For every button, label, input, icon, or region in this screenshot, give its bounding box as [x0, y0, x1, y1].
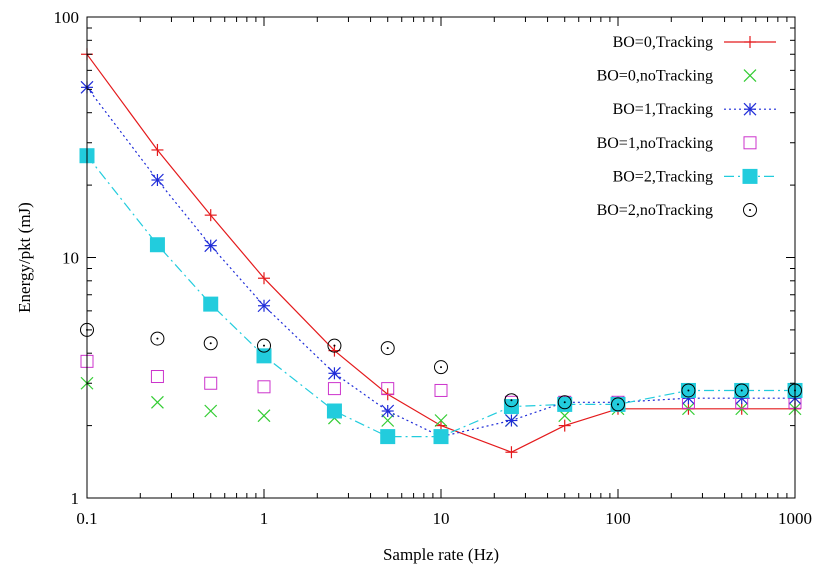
data-point — [504, 393, 519, 408]
data-point — [257, 409, 271, 423]
data-point — [381, 414, 395, 427]
data-point — [380, 341, 395, 356]
data-point — [204, 239, 218, 253]
y-tick-label: 10 — [62, 249, 79, 268]
data-point — [505, 446, 518, 459]
data-point — [149, 237, 165, 253]
data-point — [505, 414, 518, 427]
data-point — [204, 209, 217, 222]
legend-entry: BO=1,noTracking — [597, 135, 757, 152]
legend-marker — [744, 36, 756, 48]
series-4 — [80, 354, 802, 409]
legend-label: BO=0,noTracking — [597, 68, 713, 85]
data-point — [380, 429, 396, 445]
data-point — [203, 336, 218, 351]
legend-label: BO=2,Tracking — [613, 168, 713, 185]
legend-entry: BO=1,Tracking — [613, 101, 776, 118]
y-axis-label: Energy/pkt (mJ) — [15, 202, 34, 313]
legend-label: BO=1,Tracking — [613, 101, 713, 118]
legend-marker — [742, 168, 758, 184]
data-point — [204, 376, 218, 390]
data-point — [326, 403, 342, 419]
data-point — [150, 331, 165, 346]
data-point — [151, 143, 164, 156]
legend-entry: BO=2,Tracking — [613, 168, 776, 185]
legend-entry: BO=2,noTracking — [597, 202, 757, 219]
data-point — [204, 404, 218, 418]
data-point — [381, 404, 395, 418]
x-tick-label: 100 — [605, 509, 631, 528]
data-point — [558, 419, 571, 432]
legend-marker — [743, 102, 757, 116]
x-tick-label: 10 — [433, 509, 450, 528]
data-point — [257, 380, 271, 394]
legend-marker — [743, 136, 757, 150]
legend-marker — [743, 203, 757, 217]
legend-entry: BO=0,Tracking — [613, 34, 776, 51]
legend-marker — [743, 69, 757, 83]
series-5 — [79, 148, 803, 445]
x-tick-label: 1 — [260, 509, 269, 528]
data-point — [434, 414, 448, 427]
data-point — [151, 395, 164, 409]
data-point — [381, 382, 395, 396]
data-point — [611, 397, 625, 412]
data-point — [327, 338, 342, 353]
legend: BO=0,Tracking BO=0,noTracking BO=1,Trackin… — [597, 34, 776, 219]
y-tick-label: 100 — [54, 8, 80, 27]
legend-entry: BO=0,noTracking — [597, 68, 757, 85]
legend-label: BO=1,noTracking — [597, 135, 713, 152]
legend-label: BO=0,Tracking — [613, 34, 713, 51]
y-tick-label: 1 — [71, 489, 80, 508]
data-point — [327, 382, 341, 396]
data-point — [203, 296, 219, 312]
x-tick-label: 0.1 — [76, 509, 97, 528]
data-point — [557, 395, 572, 410]
data-point — [256, 348, 272, 364]
data-point — [257, 299, 271, 313]
data-point — [150, 370, 164, 384]
x-axis-label: Sample rate (Hz) — [383, 545, 499, 564]
legend-label: BO=2,noTracking — [597, 202, 713, 219]
data-point — [258, 272, 270, 285]
data-point — [734, 383, 749, 398]
data-point — [434, 383, 448, 397]
data-point — [151, 173, 164, 187]
plot-area — [79, 48, 803, 459]
data-point — [433, 429, 449, 445]
x-tick-label: 1000 — [778, 509, 812, 528]
data-point — [681, 383, 696, 398]
data-point — [557, 396, 573, 412]
data-point — [434, 360, 448, 375]
data-point — [328, 366, 341, 380]
data-point — [257, 338, 271, 353]
series-6 — [80, 322, 802, 412]
